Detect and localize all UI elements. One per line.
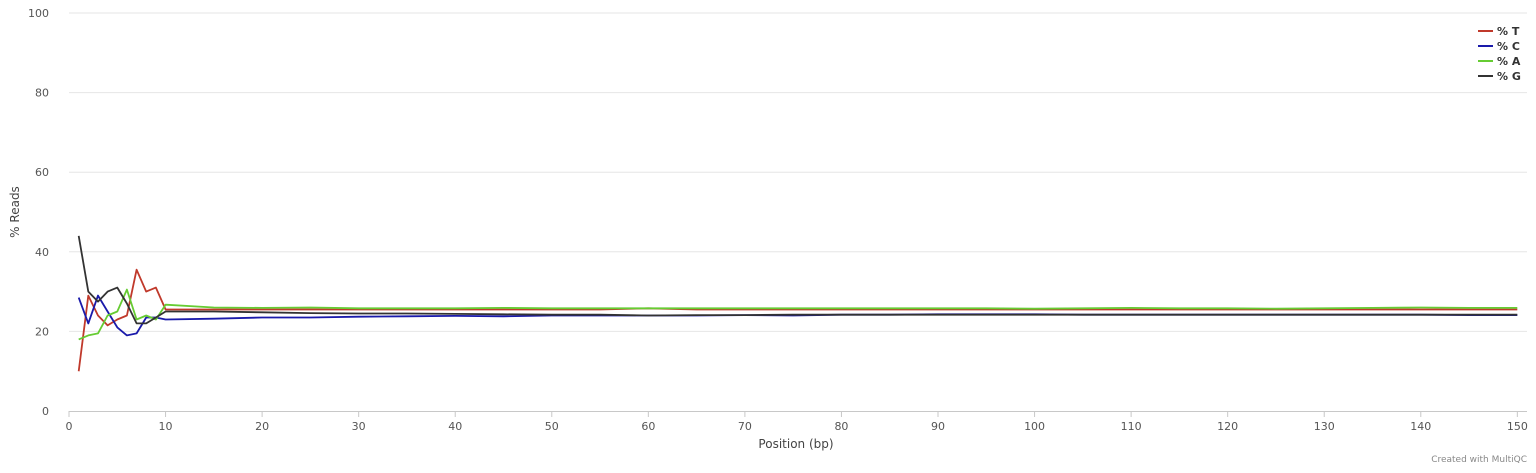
y-axis-title: % Reads <box>8 186 22 238</box>
x-tick-label: 30 <box>352 420 366 433</box>
x-tick-label: 150 <box>1507 420 1528 433</box>
legend-item-a[interactable]: % A <box>1478 55 1521 68</box>
y-tick-label: 80 <box>35 87 49 100</box>
x-tick-label: 40 <box>448 420 462 433</box>
legend-label: % G <box>1497 70 1521 83</box>
legend-label: % A <box>1497 55 1521 68</box>
series-lines <box>77 235 1518 372</box>
x-tick-label: 50 <box>545 420 559 433</box>
legend[interactable]: % T % C % A % G <box>1478 25 1521 83</box>
legend-label: % C <box>1497 40 1520 53</box>
x-tick-label: 90 <box>931 420 945 433</box>
y-tick-label: 40 <box>35 246 49 259</box>
series-line-t[interactable] <box>77 268 1518 372</box>
series-line-g[interactable] <box>77 235 1518 325</box>
y-tick-label: 0 <box>42 405 49 418</box>
legend-item-t[interactable]: % T <box>1478 25 1520 38</box>
axes: 0 20 40 60 80 100 0 10 20 30 40 50 60 70 80 90 100 110 120… <box>28 7 1528 433</box>
x-tick-label: 60 <box>641 420 655 433</box>
x-tick-label: 0 <box>66 420 73 433</box>
x-tick-label: 20 <box>255 420 269 433</box>
y-tick-label: 20 <box>35 325 49 338</box>
y-tick-label: 100 <box>28 7 49 20</box>
x-tick-label: 100 <box>1024 420 1045 433</box>
x-tick-label: 140 <box>1410 420 1431 433</box>
legend-item-g[interactable]: % G <box>1478 70 1521 83</box>
y-tick-label: 60 <box>35 166 49 179</box>
x-tick-label: 120 <box>1217 420 1238 433</box>
x-tick-label: 110 <box>1121 420 1142 433</box>
legend-item-c[interactable]: % C <box>1478 40 1520 53</box>
x-axis-title: Position (bp) <box>758 437 833 451</box>
series-line-a[interactable] <box>78 288 1518 341</box>
gridlines <box>69 12 1527 332</box>
x-tick-label: 70 <box>738 420 752 433</box>
credit-text: Created with MultiQC <box>1431 455 1527 465</box>
x-tick-label: 130 <box>1314 420 1335 433</box>
legend-label: % T <box>1497 25 1520 38</box>
x-tick-label: 10 <box>159 420 173 433</box>
x-tick-label: 80 <box>834 420 848 433</box>
